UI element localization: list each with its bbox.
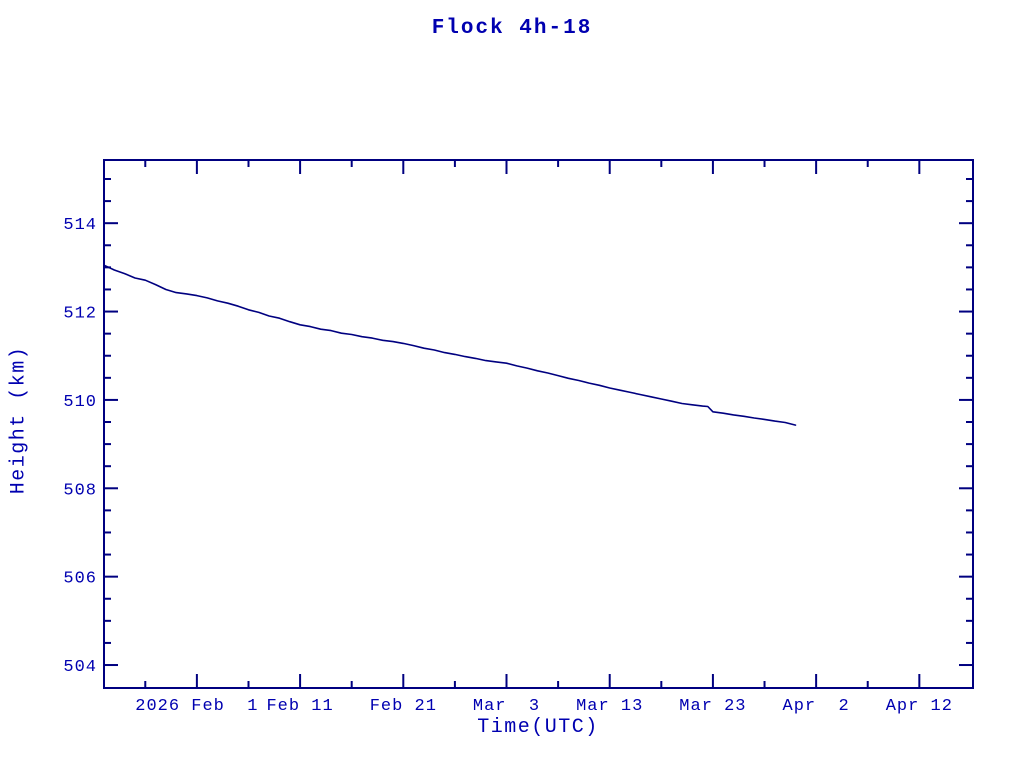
x-axis-label: Time(UTC) bbox=[477, 716, 599, 739]
x-tick-label: Apr 12 bbox=[886, 697, 953, 716]
x-tick-label: Feb 11 bbox=[266, 697, 333, 716]
y-tick-label: 512 bbox=[63, 305, 97, 324]
y-tick-label: 504 bbox=[63, 658, 97, 677]
x-tick-label: Mar 3 bbox=[473, 697, 540, 716]
x-tick-label: Mar 23 bbox=[679, 697, 746, 716]
y-tick-label: 510 bbox=[63, 393, 97, 412]
y-tick-label: 508 bbox=[63, 481, 97, 500]
y-tick-label: 514 bbox=[63, 216, 97, 235]
x-tick-label: Apr 2 bbox=[783, 697, 850, 716]
height-series-line bbox=[103, 264, 797, 426]
plot-frame bbox=[103, 159, 974, 689]
x-tick-label: Mar 13 bbox=[576, 697, 643, 716]
x-tick-label: Feb 21 bbox=[370, 697, 437, 716]
y-tick-label: 506 bbox=[63, 570, 97, 589]
chart-title: Flock 4h-18 bbox=[431, 17, 593, 40]
x-tick-label: 2026 Feb 1 bbox=[135, 697, 258, 716]
